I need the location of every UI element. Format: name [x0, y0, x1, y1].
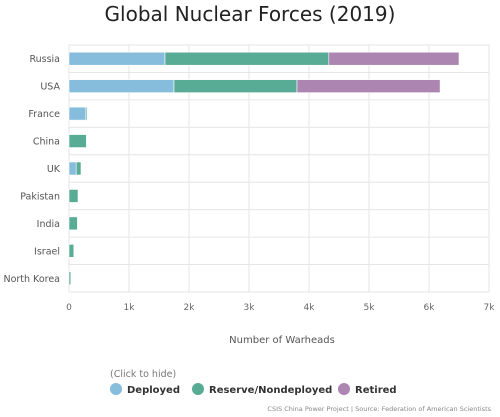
- x-tick-label: 0: [66, 303, 72, 313]
- bar-segment: [328, 51, 460, 66]
- bar-segment: [68, 189, 79, 203]
- category-label: China: [33, 137, 60, 148]
- bar-segment: [68, 216, 78, 231]
- x-tick-label: 3k: [244, 303, 256, 313]
- category-label: North Korea: [3, 274, 60, 285]
- value-axis: 0 1k 2k 3k 4k 5k 6k 7k: [66, 303, 495, 313]
- bar-segment: [68, 271, 72, 286]
- x-tick-label: 4k: [304, 303, 316, 313]
- legend-hint: (Click to hide): [110, 369, 176, 380]
- bar-segment: [75, 161, 82, 176]
- legend-label: Deployed: [127, 385, 180, 396]
- category-label: Pakistan: [20, 191, 60, 202]
- x-tick-label: 2k: [184, 303, 196, 313]
- x-tick-label: 6k: [424, 303, 436, 313]
- legend-swatch: [192, 383, 204, 395]
- bar-segment: [164, 51, 330, 66]
- bar-segment: [85, 106, 88, 121]
- legend-label: Retired: [355, 385, 397, 396]
- bar-segment: [68, 106, 87, 121]
- chart-title: Global Nuclear Forces (2019): [105, 2, 396, 26]
- legend-item[interactable]: Reserve/Nondeployed: [192, 383, 332, 396]
- category-label: UK: [47, 164, 61, 175]
- source-credit: CSIS China Power Project | Source: Feder…: [267, 405, 491, 413]
- legend-swatch: [338, 383, 350, 395]
- x-tick-label: 7k: [484, 303, 496, 313]
- legend-label: Reserve/Nondeployed: [209, 385, 332, 396]
- legend-swatch: [110, 383, 122, 395]
- x-tick-label: 1k: [124, 303, 136, 313]
- category-label: France: [28, 109, 60, 120]
- category-label: USA: [40, 82, 60, 93]
- bar-segment: [68, 51, 166, 66]
- x-tick-label: 5k: [364, 303, 376, 313]
- category-label: India: [37, 219, 60, 230]
- bar-segment: [68, 79, 175, 93]
- bar-segment: [296, 79, 441, 93]
- category-axis: Russia USA France China UK Pakistan India Israe…: [3, 54, 60, 285]
- x-axis-title: Number of Warheads: [229, 335, 335, 346]
- legend-item[interactable]: Deployed: [110, 383, 180, 396]
- category-label: Russia: [29, 54, 60, 65]
- bar-segment: [173, 79, 298, 93]
- legend-item[interactable]: Retired: [338, 383, 397, 396]
- plot-area: [68, 51, 460, 286]
- bar-segment: [68, 161, 77, 176]
- legend: Deployed Reserve/Nondeployed Retired: [110, 383, 397, 396]
- category-label: Israel: [34, 246, 60, 257]
- bar-segment: [68, 244, 75, 258]
- bar-segment: [68, 134, 87, 148]
